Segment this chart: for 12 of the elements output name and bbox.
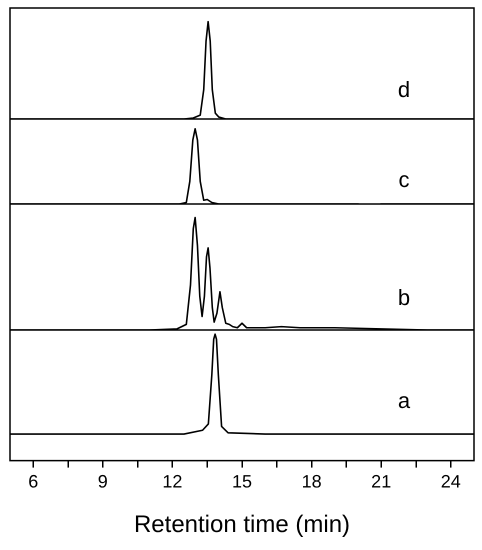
x-tick-label: 21 bbox=[371, 471, 392, 492]
x-tick-label: 18 bbox=[302, 471, 322, 492]
series-label: c bbox=[398, 167, 410, 192]
x-tick-label: 9 bbox=[98, 471, 108, 492]
x-tick-label: 6 bbox=[28, 471, 38, 492]
series-label: b bbox=[398, 284, 410, 310]
x-tick-label: 24 bbox=[440, 471, 461, 492]
x-tick-label: 12 bbox=[162, 471, 182, 492]
x-axis-title: Retention time (min) bbox=[134, 511, 350, 538]
series-label: a bbox=[398, 388, 411, 413]
series-label: d bbox=[398, 76, 410, 102]
x-tick-label: 15 bbox=[232, 471, 252, 492]
